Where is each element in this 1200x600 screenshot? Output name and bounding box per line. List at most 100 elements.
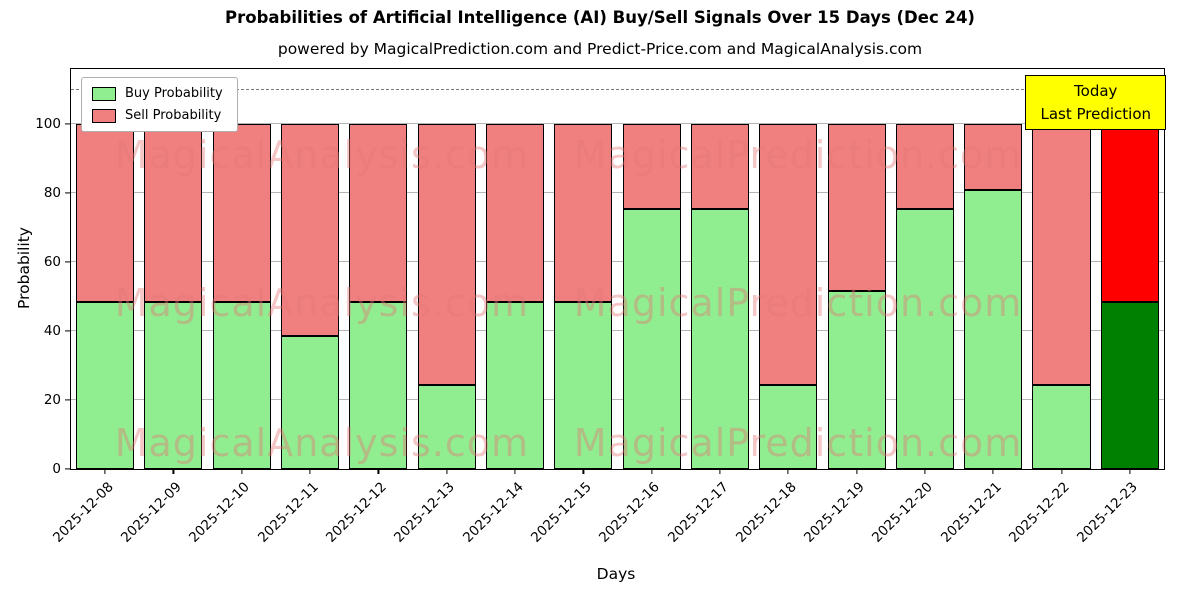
x-tick-label: 2025-12-12 [322, 479, 390, 546]
x-tick-mark [651, 469, 653, 474]
x-tick-mark [377, 469, 379, 474]
bar-sell-segment [417, 124, 476, 385]
today-annotation: Today Last Prediction [1025, 75, 1166, 130]
watermark-text: MagicalPrediction.com [573, 133, 1023, 177]
x-tick-mark [582, 469, 584, 474]
x-axis-label: Days [596, 565, 636, 583]
y-tick-label: 60 [43, 254, 61, 271]
x-tick-mark [172, 469, 175, 474]
x-tick-label: 2025-12-13 [391, 479, 459, 546]
bar-buy-segment [622, 208, 681, 469]
grid-line [71, 399, 1164, 401]
bar-sell-segment [349, 124, 408, 302]
y-tick-mark [65, 192, 71, 194]
bar-sell-segment [1100, 124, 1159, 302]
y-tick-label: 80 [43, 185, 61, 202]
bar-buy-segment [827, 291, 886, 469]
watermark-text: MagicalPrediction.com [573, 281, 1023, 325]
bar-sell-segment [964, 124, 1023, 190]
legend-item-sell: Sell Probability [92, 108, 223, 123]
x-tick-label: 2025-12-15 [527, 479, 595, 546]
bar-sell-segment [1032, 124, 1091, 385]
x-tick-mark [104, 469, 106, 474]
x-tick-mark [514, 469, 516, 474]
buy-swatch [92, 86, 116, 101]
x-tick-label: 2025-12-09 [117, 479, 185, 546]
x-tick-label: 2025-12-23 [1074, 479, 1142, 546]
x-tick-label: 2025-12-21 [937, 479, 1005, 546]
chart-title: Probabilities of Artificial Intelligence… [225, 8, 975, 27]
bar-sell-segment [827, 124, 886, 292]
x-tick-label: 2025-12-10 [186, 479, 254, 546]
bar-sell-segment [76, 124, 135, 302]
x-tick-mark [719, 469, 721, 474]
x-tick-mark [992, 469, 994, 474]
grid-line [71, 123, 1164, 125]
today-annotation-line2: Last Prediction [1040, 104, 1151, 123]
bar-sell-segment [281, 124, 340, 337]
bar-buy-segment [554, 301, 613, 469]
y-tick-label: 100 [35, 116, 61, 133]
legend-label-sell: Sell Probability [125, 108, 222, 123]
bar-sell-segment [690, 124, 749, 209]
bar-buy-segment [349, 301, 408, 469]
x-tick-label: 2025-12-20 [869, 479, 937, 546]
watermark-text: MagicalAnalysis.com [114, 421, 530, 465]
bar-buy-segment [1032, 384, 1091, 469]
today-annotation-line1: Today [1074, 82, 1118, 100]
x-tick-label: 2025-12-19 [801, 479, 868, 546]
x-tick-label: 2025-12-18 [732, 479, 800, 546]
bar-sell-segment [622, 124, 681, 209]
x-tick-label: 2025-12-11 [254, 479, 322, 546]
bar-buy-segment [759, 384, 818, 469]
x-tick-mark [924, 469, 926, 474]
bar-buy-segment [895, 208, 954, 469]
watermark-text: MagicalPrediction.com [573, 421, 1023, 465]
bar-sell-segment [895, 124, 954, 209]
bar-buy-segment [281, 336, 340, 469]
bar-buy-segment [417, 384, 476, 469]
y-tick-label: 0 [52, 461, 61, 477]
y-tick-mark [65, 399, 71, 401]
grid-line [71, 192, 1164, 194]
bar-buy-segment [212, 301, 271, 469]
y-axis-label: Probability [15, 227, 33, 309]
grid-line [71, 330, 1164, 332]
x-tick-label: 2025-12-22 [1006, 479, 1073, 546]
x-tick-mark [446, 469, 448, 474]
x-tick-mark [1129, 469, 1131, 474]
x-tick-mark [241, 469, 243, 474]
plot-area: Buy Probability Sell Probability Today L… [35, 68, 1166, 546]
legend-label-buy: Buy Probability [125, 86, 223, 101]
y-tick-label: 20 [43, 392, 61, 409]
y-tick-mark [65, 330, 71, 332]
bar-sell-segment [212, 124, 271, 302]
bar-sell-segment [554, 124, 613, 302]
watermark-text: MagicalAnalysis.com [114, 281, 530, 325]
legend-item-buy: Buy Probability [92, 86, 223, 101]
y-tick-mark [65, 468, 71, 470]
legend: Buy Probability Sell Probability [81, 77, 238, 132]
watermark-text: MagicalAnalysis.com [114, 133, 530, 177]
bar-buy-segment [485, 301, 545, 469]
x-tick-label: 2025-12-17 [664, 479, 732, 546]
y-tick-mark [65, 261, 71, 263]
bar-buy-segment [690, 208, 749, 469]
x-tick-label: 2025-12-16 [596, 479, 663, 546]
sell-swatch [92, 108, 116, 123]
x-tick-label: 2025-12-08 [49, 479, 117, 546]
grid-line [71, 261, 1164, 263]
chart-subtitle: powered by MagicalPrediction.com and Pre… [277, 40, 923, 58]
x-tick-mark [1060, 469, 1063, 474]
x-tick-mark [309, 469, 311, 474]
bar-sell-segment [759, 124, 818, 385]
dashed-threshold-line [71, 88, 1164, 90]
y-tick-mark [65, 123, 71, 125]
bar-buy-segment [1100, 301, 1159, 469]
x-tick-mark [787, 469, 789, 474]
bar-buy-segment [76, 301, 135, 469]
bar-sell-segment [485, 124, 545, 302]
bar-buy-segment [144, 301, 203, 469]
x-tick-label: 2025-12-14 [459, 479, 527, 546]
